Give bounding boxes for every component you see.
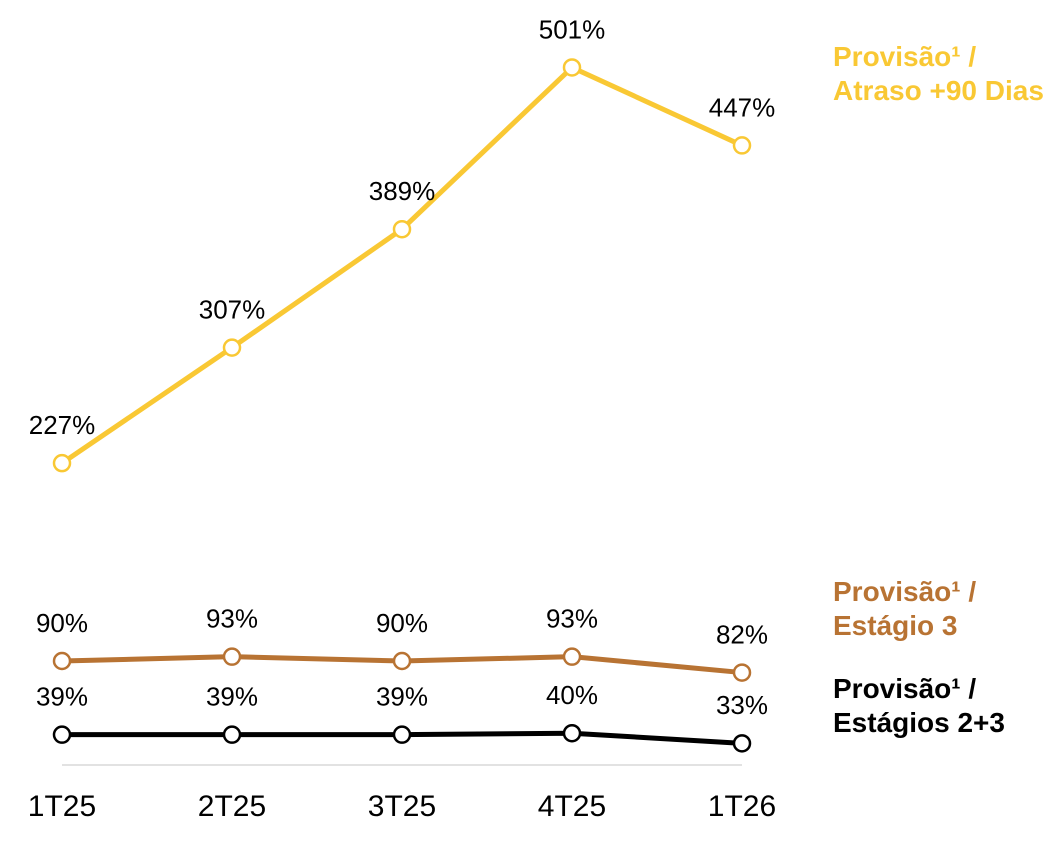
legend-entry: Provisão¹ / Estágio 3 [833, 576, 977, 641]
data-point [392, 219, 412, 239]
data-point [52, 453, 72, 473]
data-label: 227% [29, 410, 96, 440]
data-point [52, 651, 72, 671]
x-tick-label: 1T25 [28, 790, 96, 823]
data-point [392, 651, 412, 671]
data-label: 39% [36, 682, 88, 712]
x-tick-label: 3T25 [368, 790, 436, 823]
data-point [222, 725, 242, 744]
data-point [732, 734, 752, 753]
data-label: 93% [546, 604, 598, 634]
data-label: 39% [376, 682, 428, 712]
data-point [732, 136, 752, 155]
data-label: 307% [199, 294, 266, 324]
data-point [222, 338, 242, 357]
data-label: 501% [539, 14, 606, 44]
data-label: 82% [716, 619, 768, 649]
data-label: 40% [546, 680, 598, 710]
x-tick-label: 4T25 [538, 790, 606, 823]
series-line [60, 64, 744, 466]
legend-entry: Provisão¹ / Atraso +90 Dias [833, 41, 1044, 106]
legend-entry: Provisão¹ / Estágios 2+3 [833, 673, 1005, 738]
data-label: 33% [716, 690, 768, 720]
data-point [222, 647, 242, 666]
data-label: 90% [376, 608, 428, 638]
data-point [562, 647, 582, 666]
x-tick-label: 1T26 [708, 790, 776, 823]
data-label: 389% [369, 176, 436, 206]
data-point [562, 723, 582, 743]
data-point [732, 663, 752, 682]
data-point [52, 725, 72, 744]
x-tick-label: 2T25 [198, 790, 266, 823]
data-point [562, 58, 582, 77]
data-label: 93% [206, 604, 258, 634]
data-label: 90% [36, 608, 88, 638]
data-label: 39% [206, 682, 258, 712]
data-point [392, 725, 412, 744]
data-label: 447% [709, 92, 776, 122]
